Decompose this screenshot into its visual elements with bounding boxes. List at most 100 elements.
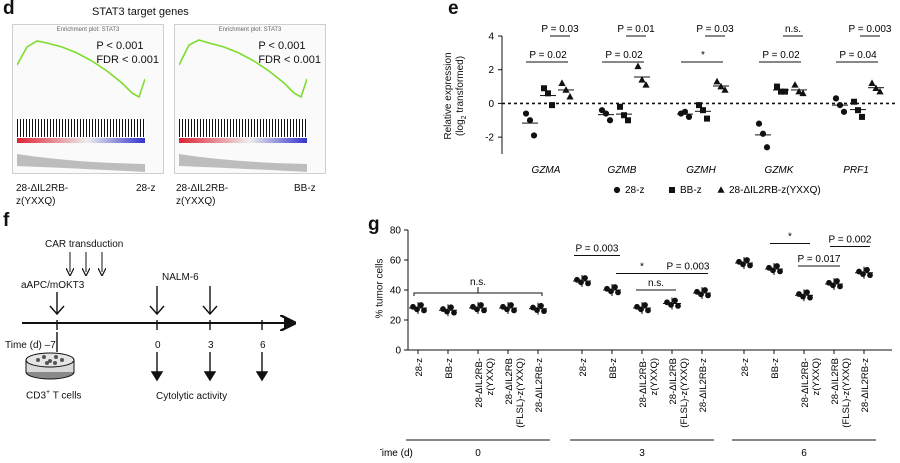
panel-d-title: STAT3 target genes [92,6,189,18]
panel-g-point [478,302,484,308]
petri-dish-icon [25,332,75,380]
panel-e-legend-label: 28-z [625,185,644,196]
panel-g-bracket [413,287,543,296]
panel-e-point [642,81,650,88]
panel-g-point [804,289,810,296]
panel-g-xtick-label: (FLSL)-z(YXXQ) [841,358,852,428]
panel-g-annotation: P = 0.002 [829,235,872,246]
gsea-plot-1-hit-bars [17,119,145,137]
panel-g-point [511,307,517,314]
panel-g-ytick-label: 80 [390,226,402,237]
panel-e-point [526,117,534,124]
panel-g-point [582,275,588,281]
panel-g-point [608,288,614,295]
timeline-tick-3: 3 [208,340,214,351]
timeline-time-label: Time (d) –7 [5,340,56,351]
panel-e-point [713,77,721,85]
panel-e-letter: e [448,0,459,19]
panel-g-xtick-label: 28-z [578,358,589,377]
gsea-plot-2-header: Enrichment plot: STAT3 [218,27,282,33]
panel-e-point [625,117,631,124]
cytolytic-arrows [150,352,269,382]
timeline-tick-6: 6 [260,340,266,351]
panel-g-annotation: * [640,262,644,273]
panel-f-letter: f [3,210,10,231]
panel-e-point [795,87,803,95]
panel-g-point [705,292,711,299]
car-transduction-label: CAR transduction [45,239,124,250]
panel-e-point [774,83,780,90]
panel-g-timepoint: 6 [801,448,807,459]
panel-e-annotation: P = 0.02 [762,50,800,61]
panel-g-point [642,302,648,308]
panel-e-ylabel: Relative expression (log2 transformed) [443,52,468,140]
gsea-plot-2-fdr: FDR < 0.001 [258,54,321,66]
panel-e-point [791,81,799,88]
panel-g-annotation: P = 0.017 [798,254,841,265]
nalm-label: NALM-6 [162,272,199,283]
panel-e-annotation: P = 0.03 [696,24,734,35]
panel-g-point [421,307,427,314]
panel-g-xtick-label: BB-z [770,358,781,379]
nalm-arrows [149,286,218,316]
gsea-plot-1-metric [17,146,145,172]
aapc-arrow [49,292,65,316]
panel-g-ytick-label: 60 [390,256,402,267]
panel-e-point [859,113,865,120]
panel-e-ytick-label: 0 [488,99,494,110]
panel-g-point [807,294,813,301]
panel-g-point [800,293,806,300]
panel-g-ytick-label: 40 [390,286,402,297]
panel-e-point [681,108,689,115]
panel-g-point [668,301,674,308]
panel-g-point [534,307,540,313]
panel-g-point [744,257,750,263]
panel-g-xtick-label: z(YXXQ) [649,358,660,395]
panel-g-point [578,279,584,286]
panel-e-point [549,102,555,109]
panel-g-point [451,309,457,316]
panel-g-point [418,302,424,308]
panel-d-letter: d [3,0,15,19]
gsea-plot-2-right-label: BB-z [294,183,316,194]
panel-e-legend-marker [669,187,675,193]
panel-g-xtick-label: 28-ΔIL2RB [830,358,841,404]
panel-e-point [545,90,551,97]
panel-e-point [558,79,566,86]
panel-e-annotation: P = 0.02 [529,50,567,61]
panel-e-group-label: GZMB [608,165,637,176]
panel-g-point [860,271,866,277]
panel-e-point [602,110,610,117]
panel-e-point [855,107,861,114]
panel-g-point [474,306,480,313]
panel-e-point [840,108,848,115]
panel-e-legend-marker [613,186,621,194]
panel-e-ytick-label: 4 [488,32,494,43]
panel-e-point [832,95,840,102]
panel-g-point [698,291,704,298]
panel-e-annotation: P = 0.003 [849,24,892,35]
panel-e-point [617,103,623,110]
panel-g-xtick-label: 28-ΔIL2RB-z [860,358,871,413]
panel-g-point [675,303,681,309]
panel-e-point [522,110,530,117]
panel-e-point [717,82,725,90]
panel-e-point [634,62,642,70]
panel-g-point [481,307,487,314]
panel-g-point [777,268,783,275]
cytolytic-label: Cytolytic activity [156,391,228,402]
panel-e-point [700,107,706,114]
panel-e-ytick-label: 2 [488,65,494,76]
panel-g-xtick-label: z(YXXQ) [811,358,822,395]
timeline-ticks [56,320,263,330]
panel-e-ytick-label: -2 [485,133,494,144]
panel-e-group-label: PRF1 [843,165,869,176]
gsea-plot-2: Enrichment plot: STAT3 P < 0.001 FDR < 0… [174,24,326,174]
panel-g-point [830,282,836,289]
panel-g-point [612,284,618,290]
panel-e-point [566,92,574,100]
panel-g-point [638,306,644,313]
panel-e-point [638,76,646,83]
panel-e-annotation: P = 0.01 [617,24,655,35]
panel-e-point [799,89,807,97]
